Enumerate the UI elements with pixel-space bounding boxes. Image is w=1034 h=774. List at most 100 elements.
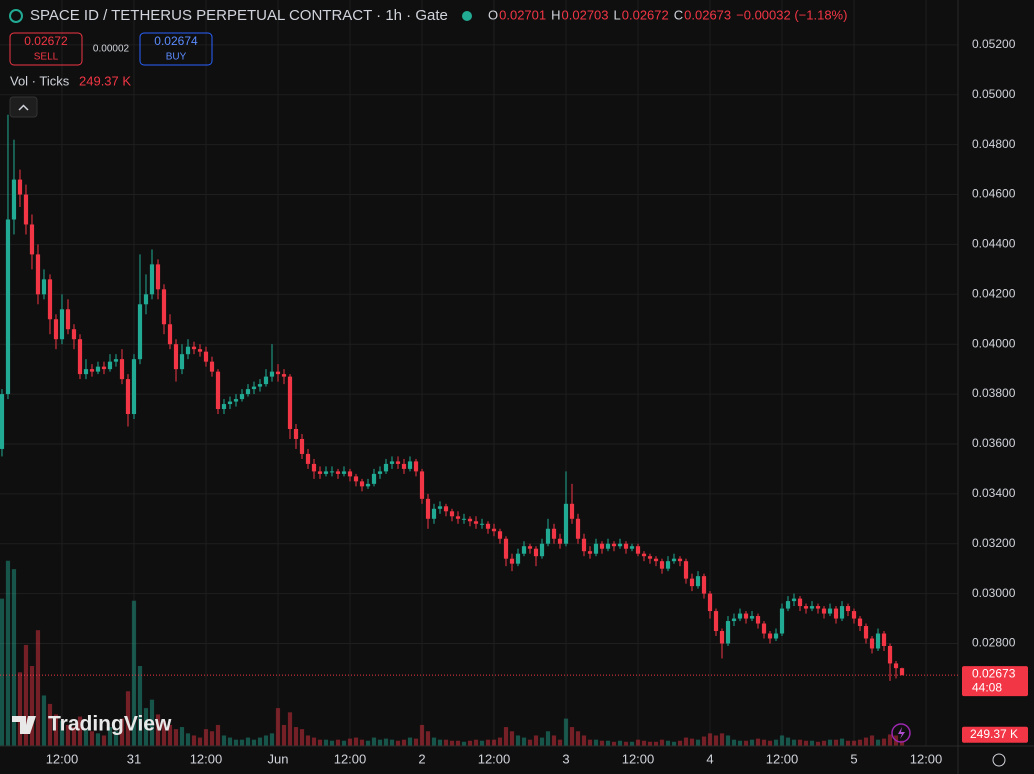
candle-body [305, 453, 311, 464]
candle-body [119, 359, 125, 380]
candle-body [635, 546, 641, 554]
candle-body [17, 179, 23, 195]
volume-bar [617, 740, 623, 746]
volume-bar [353, 737, 359, 746]
candle-body [359, 481, 365, 487]
volume-bar [815, 741, 821, 746]
volume-bar [149, 699, 155, 746]
volume-bar [845, 740, 851, 746]
candle-body [143, 294, 149, 305]
candle-body [737, 613, 743, 619]
candle-body [677, 558, 683, 562]
candle-body [293, 428, 299, 439]
candle-body [713, 611, 719, 632]
candle-body [53, 319, 59, 340]
volume-bar [161, 720, 167, 746]
y-tick-label: 0.04600 [972, 187, 1016, 201]
volume-bar [215, 724, 221, 746]
volume-bar [23, 644, 29, 746]
volume-bar [647, 741, 653, 746]
candle-body [161, 289, 167, 325]
volume-bar [695, 739, 701, 746]
candle-body [443, 506, 449, 512]
volume-bar [707, 733, 713, 746]
volume-bar [0, 598, 5, 746]
volume-bar [119, 718, 125, 746]
volume-bar [179, 727, 185, 746]
candle-body [509, 558, 515, 564]
volume-bar [143, 708, 149, 746]
volume-bar [287, 712, 293, 746]
volume-bar [731, 739, 737, 746]
volume-bar [809, 740, 815, 746]
volume-bar [599, 740, 605, 746]
candle-body [389, 461, 395, 464]
candle-body [179, 354, 185, 370]
y-tick-label: 0.03800 [972, 386, 1016, 400]
settings-button[interactable] [992, 753, 1006, 767]
volume-bar [761, 739, 767, 746]
candle-body [815, 606, 821, 609]
candle-body [767, 633, 773, 639]
volume-bar [449, 740, 455, 746]
x-tick-label: Jun [268, 751, 289, 766]
volume-bar [563, 718, 569, 746]
candle-body [155, 264, 161, 290]
x-tick-label: 12:00 [46, 751, 79, 766]
y-tick-label: 0.03000 [972, 586, 1016, 600]
volume-bar [419, 724, 425, 746]
volume-bar [887, 734, 893, 746]
volume-bar [371, 737, 377, 746]
status-dot [462, 11, 472, 21]
candle-body [89, 369, 95, 372]
candle-body [353, 476, 359, 482]
volume-bar [29, 666, 35, 746]
buy-button[interactable] [139, 32, 213, 66]
candle-body [593, 543, 599, 554]
volume-bar [203, 729, 209, 746]
volume-bar [71, 727, 77, 746]
volume-bar [107, 727, 113, 746]
volume-bar [509, 731, 515, 746]
candle-body [377, 471, 383, 474]
volume-bar [557, 739, 563, 746]
volume-tag [962, 726, 1028, 743]
y-tick-label: 0.02800 [972, 636, 1016, 650]
volume-bar [737, 740, 743, 746]
volume-bar [437, 739, 443, 746]
buy-label: BUY [166, 52, 187, 63]
volume-bar [533, 735, 539, 746]
volume-bar [755, 738, 761, 746]
volume-bar [797, 739, 803, 746]
candle-body [617, 543, 623, 547]
ohlc-value: 0.02672 [622, 7, 669, 22]
volume-bar [515, 735, 521, 746]
sell-button[interactable] [9, 32, 83, 66]
volume-bar [275, 708, 281, 746]
volume-bar [653, 741, 659, 746]
candle-body [413, 461, 419, 472]
candle-body [167, 324, 173, 345]
candle-body [239, 394, 245, 400]
y-tick-label: 0.05200 [972, 37, 1016, 51]
x-tick-label: 12:00 [766, 751, 799, 766]
collapse-button[interactable] [9, 96, 38, 118]
candle-body [329, 471, 335, 473]
volume-bar [65, 724, 71, 746]
volume-bar [389, 739, 395, 746]
candle-body [215, 371, 221, 410]
ohlc-letter: L [614, 7, 621, 22]
lightning-button[interactable] [891, 723, 911, 743]
candle-body [893, 663, 899, 669]
candle-body [209, 361, 215, 372]
candle-body [539, 543, 545, 557]
volume-bar [839, 738, 845, 746]
candle-body [569, 503, 575, 519]
ohlc-letter: O [488, 7, 498, 22]
volume-bar [209, 731, 215, 746]
candle-body [281, 374, 287, 377]
volume-bar [251, 739, 257, 746]
volume-bar [821, 740, 827, 746]
volume-bar [629, 741, 635, 746]
